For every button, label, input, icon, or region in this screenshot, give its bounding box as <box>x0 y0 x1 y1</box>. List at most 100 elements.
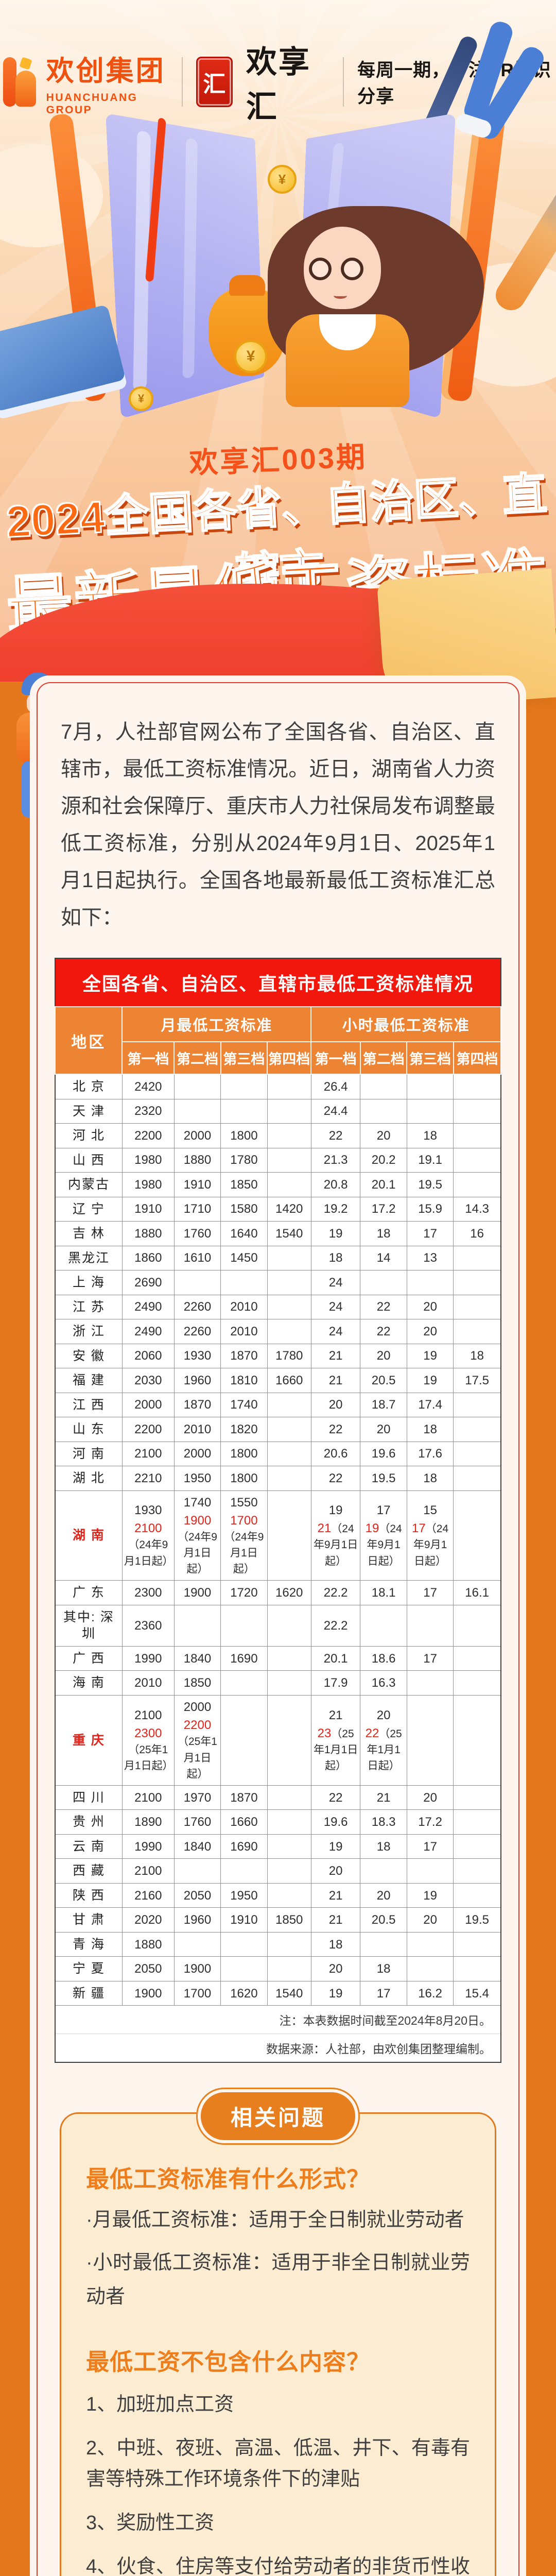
region-cell: 海 南 <box>55 1670 123 1696</box>
wage-cell: 2100 2300（25年1月1日起） <box>121 1694 175 1786</box>
wage-cell <box>173 1098 221 1124</box>
wage-cell: 1910 <box>173 1172 221 1197</box>
region-cell: 天 津 <box>55 1098 123 1124</box>
wage-cell <box>453 1245 501 1270</box>
wage-cell <box>267 1098 311 1124</box>
wage-cell: 19 <box>310 1221 361 1246</box>
wage-cell: 19 21（24年9月1日起） <box>310 1490 361 1581</box>
wage-cell <box>453 1270 501 1295</box>
wage-cell: 2020 <box>121 1907 175 1933</box>
wage-cell: 2000 <box>173 1441 221 1466</box>
wage-cell: 1420 <box>267 1196 311 1222</box>
region-cell: 河 南 <box>55 1441 123 1466</box>
table-row: 上 海 2690 24 <box>55 1270 501 1295</box>
wage-cell: 18 <box>360 1956 407 1981</box>
qa-list-item: 1、加班加点工资 <box>86 2393 234 2415</box>
table-row: 云 南 1990 1840 1690 19 18 17 <box>55 1834 501 1859</box>
question-1-items: ·月最低工资标准：适用于全日制就业劳动者 ·小时最低工资标准：适用于非全日制就业劳… <box>86 2203 470 2314</box>
wage-cell: 2010 <box>220 1294 268 1319</box>
wage-cell: 1800 <box>220 1441 268 1466</box>
wage-cell: 1780 <box>267 1343 311 1368</box>
wage-cell: 1960 <box>173 1907 221 1933</box>
wage-cell: 21 <box>310 1907 361 1933</box>
wage-cell: 2490 <box>121 1319 175 1344</box>
wage-cell: 1610 <box>173 1245 221 1270</box>
wage-cell: 1690 <box>220 1834 268 1859</box>
book-spine-left <box>48 113 107 402</box>
table-row: 山 东 2200 2010 1820 22 20 18 <box>55 1417 501 1442</box>
table-row: 江 西 2000 1870 1740 20 18.7 17.4 <box>55 1392 501 1417</box>
wage-cell: 16.2 <box>406 1980 454 2006</box>
table-row: 青 海 1880 18 <box>55 1931 501 1957</box>
wage-cell: 20.8 <box>310 1172 361 1197</box>
wage-cell <box>220 1858 268 1884</box>
wage-cell <box>267 1785 311 1810</box>
wage-cell <box>220 1074 268 1099</box>
wage-cell: 20 <box>360 1417 407 1442</box>
wage-table-wrapper: 全国各省、自治区、直辖市最低工资标准情况 地区 月最低工资标准 小时最低工资标准… <box>54 958 502 2063</box>
wage-cell: 2260 <box>173 1294 221 1319</box>
money-bag-icon <box>208 275 286 376</box>
wage-cell: 2300 <box>121 1580 175 1605</box>
blue-book-icon <box>0 304 126 412</box>
wage-cell <box>453 1834 501 1859</box>
wage-cell: 17 <box>406 1834 454 1859</box>
wage-cell: 1540 <box>267 1980 311 2006</box>
wage-cell: 1950 <box>220 1883 268 1908</box>
wage-cell <box>220 1270 268 1295</box>
wage-cell <box>453 1319 501 1344</box>
region-cell: 湖 南 <box>55 1490 123 1581</box>
wage-cell <box>453 1466 501 1491</box>
region-cell: 山 东 <box>55 1417 123 1442</box>
wage-cell: 1990 <box>121 1646 175 1671</box>
wage-cell <box>267 1466 311 1491</box>
wage-cell: 2360 <box>121 1604 175 1647</box>
tier-header: 第三档 <box>406 1041 454 1075</box>
wage-cell: 1620 <box>220 1980 268 2006</box>
cloud-shape <box>0 144 103 247</box>
wage-cell <box>453 1646 501 1671</box>
wage-cell: 1710 <box>173 1196 221 1222</box>
qa-list-item: 2、中班、夜班、高温、低温、井下、有毒有害等特殊工作环境条件下的津贴 <box>86 2437 470 2490</box>
wage-cell: 18 <box>406 1123 454 1148</box>
region-cell: 宁 夏 <box>55 1956 123 1981</box>
wage-cell <box>406 1858 454 1884</box>
wage-cell <box>267 1956 311 1981</box>
open-book-right-page <box>297 113 456 419</box>
wage-cell: 26.4 <box>310 1074 361 1099</box>
wage-cell: 22 <box>310 1417 361 1442</box>
wage-cell: 17.6 <box>406 1441 454 1466</box>
wage-cell <box>267 1834 311 1859</box>
wage-cell: 1800 <box>220 1466 268 1491</box>
wage-cell: 20 <box>406 1785 454 1810</box>
region-cell: 黑龙江 <box>55 1245 123 1270</box>
wage-cell: 2490 <box>121 1294 175 1319</box>
wage-cell <box>267 1172 311 1197</box>
wage-cell: 17.9 <box>310 1670 361 1696</box>
wage-cell: 2030 <box>121 1368 175 1393</box>
wage-cell <box>453 1809 501 1835</box>
wage-cell <box>267 1270 311 1295</box>
wage-cell: 18.1 <box>360 1580 407 1605</box>
wage-cell: 16.3 <box>360 1670 407 1696</box>
wage-cell: 1850 <box>173 1670 221 1696</box>
intro-paragraph: 7月，人社部官网公布了全国各省、自治区、直辖市，最低工资标准情况。近日，湖南省人… <box>61 721 495 929</box>
wage-cell: 1990 <box>121 1834 175 1859</box>
wage-cell <box>267 1392 311 1417</box>
huanchuang-logo-icon <box>0 57 36 107</box>
wage-cell: 18 <box>360 1221 407 1246</box>
wage-cell <box>360 1604 407 1647</box>
wage-cell: 1450 <box>220 1245 268 1270</box>
wage-cell: 17 <box>360 1980 407 2006</box>
wage-cell: 21 <box>360 1785 407 1810</box>
wage-cell <box>406 1670 454 1696</box>
table-group-header-row: 地区 月最低工资标准 小时最低工资标准 <box>54 1006 501 1075</box>
wage-cell: 19 <box>310 1834 361 1859</box>
wage-cell: 1960 <box>173 1368 221 1393</box>
related-questions-badge: 相关问题 <box>197 2089 359 2144</box>
table-row: 福 建 2030 1960 1810 1660 21 20.5 19 17.5 <box>55 1368 501 1393</box>
wage-cell: 20 <box>360 1883 407 1908</box>
wage-cell: 17.5 <box>453 1368 501 1393</box>
table-row: 吉 林 1880 1760 1640 1540 19 18 17 16 <box>55 1221 501 1246</box>
